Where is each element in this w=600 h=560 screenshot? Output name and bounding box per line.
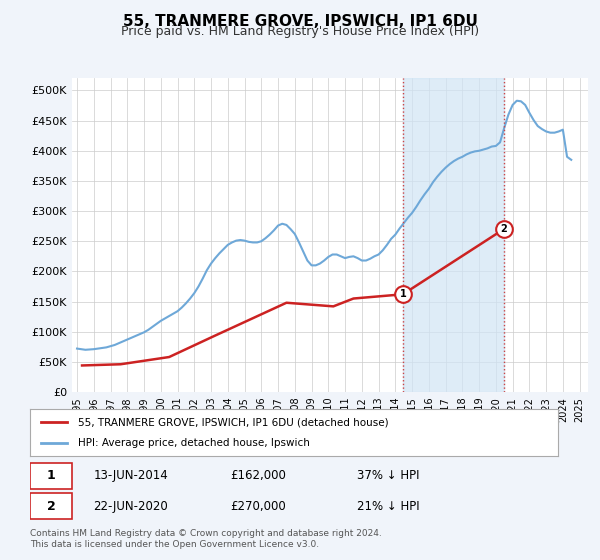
FancyBboxPatch shape [30, 493, 72, 519]
Text: HPI: Average price, detached house, Ipswich: HPI: Average price, detached house, Ipsw… [77, 438, 310, 448]
Text: 55, TRANMERE GROVE, IPSWICH, IP1 6DU: 55, TRANMERE GROVE, IPSWICH, IP1 6DU [122, 14, 478, 29]
Text: 13-JUN-2014: 13-JUN-2014 [94, 469, 168, 483]
Text: 1: 1 [400, 290, 406, 299]
Text: 1: 1 [47, 469, 55, 483]
Text: Contains HM Land Registry data © Crown copyright and database right 2024.
This d: Contains HM Land Registry data © Crown c… [30, 529, 382, 549]
Text: 55, TRANMERE GROVE, IPSWICH, IP1 6DU (detached house): 55, TRANMERE GROVE, IPSWICH, IP1 6DU (de… [77, 417, 388, 427]
Text: 22-JUN-2020: 22-JUN-2020 [94, 500, 168, 513]
Text: 21% ↓ HPI: 21% ↓ HPI [358, 500, 420, 513]
Text: 2: 2 [500, 224, 507, 234]
Bar [403, 78, 504, 392]
Text: Price paid vs. HM Land Registry's House Price Index (HPI): Price paid vs. HM Land Registry's House … [121, 25, 479, 38]
FancyBboxPatch shape [30, 463, 72, 489]
Text: £162,000: £162,000 [230, 469, 287, 483]
Text: £270,000: £270,000 [230, 500, 286, 513]
Text: 37% ↓ HPI: 37% ↓ HPI [358, 469, 420, 483]
Text: 2: 2 [47, 500, 55, 513]
